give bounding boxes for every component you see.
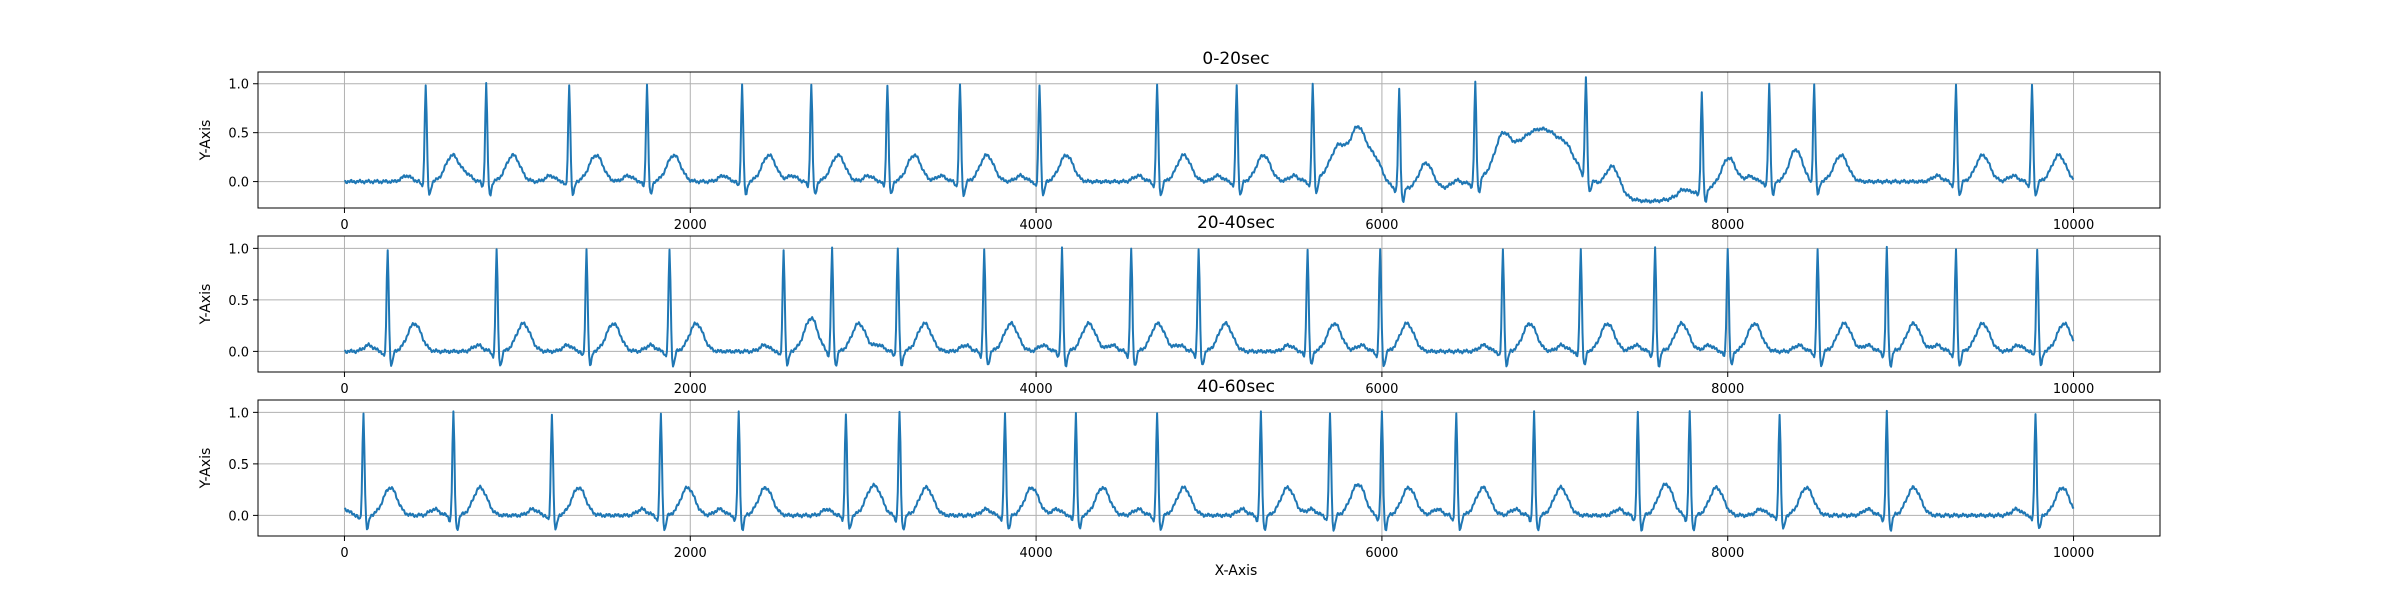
y-tick-label: 0.5 [228, 294, 249, 309]
x-tick-label: 8000 [1711, 218, 1744, 233]
y-tick-label: 0.0 [228, 509, 249, 524]
panel-0-20sec: 0-20sec 0 2000 4000 6000 8000 10000 0.0 0.5 1.0 Y… [198, 49, 2161, 233]
y-tick-label: 0.5 [228, 458, 249, 473]
x-tick-label: 8000 [1711, 546, 1744, 561]
x-tick-label: 2000 [674, 382, 707, 397]
y-axis-label: Y-Axis [198, 284, 214, 326]
x-tick-label: 6000 [1365, 546, 1398, 561]
x-tick-label: 0 [340, 218, 348, 233]
x-tick-label: 4000 [1020, 382, 1053, 397]
x-tick-label: 6000 [1365, 382, 1398, 397]
x-tick-label: 4000 [1020, 218, 1053, 233]
y-tick-label: 0.5 [228, 127, 249, 142]
y-tick-label: 0.0 [228, 345, 249, 360]
y-tick-label: 0.0 [228, 176, 249, 191]
ecg-series-line [343, 245, 2075, 368]
x-tick-label: 10000 [2053, 382, 2094, 397]
ecg-series-line [343, 409, 2075, 532]
x-tick-label: 10000 [2053, 218, 2094, 233]
ecg-series-line [343, 76, 2075, 204]
x-tick-label: 0 [340, 546, 348, 561]
y-tick-label: 1.0 [228, 406, 249, 421]
x-axis-label: X-Axis [1215, 563, 1258, 579]
x-tick-label: 2000 [674, 218, 707, 233]
panel-20-40sec: 20-40sec 0 2000 4000 6000 8000 10000 0.0 0.5 1.0… [198, 213, 2161, 397]
y-axis-label: Y-Axis [198, 448, 214, 490]
y-tick-label: 1.0 [228, 242, 249, 257]
x-tick-label: 8000 [1711, 382, 1744, 397]
panel-title: 40-60sec [1197, 377, 1275, 397]
axes-frame [257, 399, 2161, 537]
axes-frame [257, 71, 2161, 209]
panel-40-60sec: 40-60sec 0 2000 4000 6000 8000 10000 0.0 0.5 1.0… [198, 377, 2161, 561]
axes-frame [257, 235, 2161, 373]
x-tick-label: 10000 [2053, 546, 2094, 561]
x-tick-label: 4000 [1020, 546, 1053, 561]
x-tick-label: 6000 [1365, 218, 1398, 233]
y-tick-label: 1.0 [228, 78, 249, 93]
panel-title: 20-40sec [1197, 213, 1275, 233]
x-tick-label: 2000 [674, 546, 707, 561]
panel-title: 0-20sec [1202, 49, 1269, 69]
y-axis-label: Y-Axis [198, 120, 214, 162]
x-tick-label: 0 [340, 382, 348, 397]
